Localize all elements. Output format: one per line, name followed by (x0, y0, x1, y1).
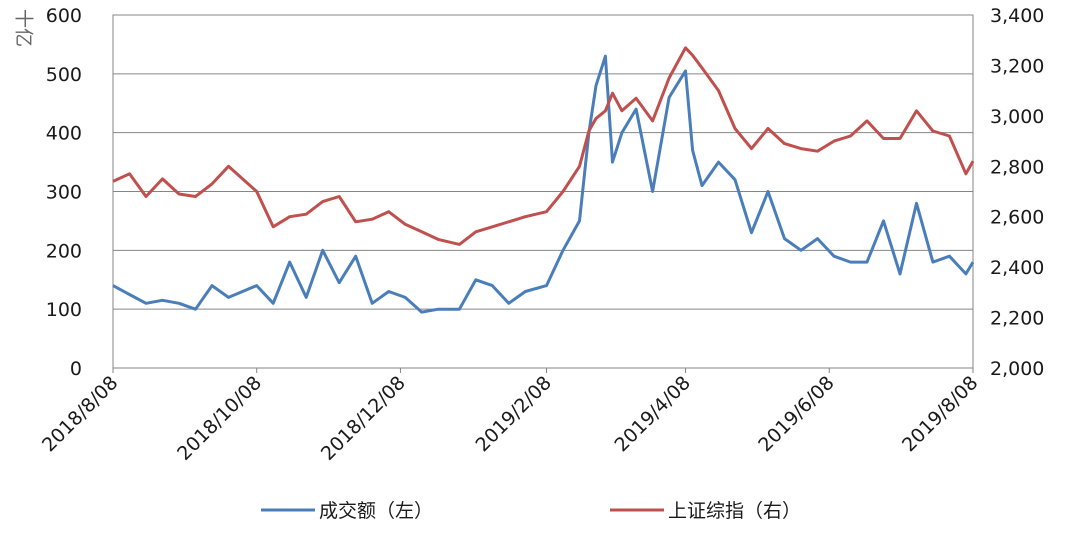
y-right-tick-label: 2,800 (990, 156, 1044, 178)
x-tick-label: 2019/8/08 (898, 372, 982, 456)
series-line-index (112, 46, 975, 246)
series-layer (112, 46, 975, 314)
y-left-tick-label: 100 (46, 299, 82, 321)
legend-item-turnover: 成交额（左） (261, 500, 433, 522)
gridlines (113, 73, 973, 310)
legend-label-index: 上证综指（右） (668, 500, 801, 522)
y-right-tick-label: 3,000 (990, 106, 1044, 128)
legend-label-turnover: 成交额（左） (319, 500, 433, 522)
x-tick-label: 2018/8/08 (38, 372, 122, 456)
plot-area-border (112, 14, 974, 369)
x-axis: 2018/8/08 2018/10/08 2018/12/08 2019/2/08 20… (38, 372, 982, 465)
y-left-tick-label: 200 (46, 240, 82, 262)
y-left-unit-label: 十亿 (13, 9, 35, 47)
y-right-tick-label: 2,600 (990, 207, 1044, 229)
y-axis-left: 0 100 200 300 400 500 600 (46, 5, 82, 380)
legend: 成交额（左） 上证综指（右） (261, 500, 801, 522)
y-left-tick-label: 300 (46, 182, 82, 204)
y-right-tick-label: 2,200 (990, 308, 1044, 330)
series-line-turnover (112, 54, 975, 314)
legend-item-index: 上证综指（右） (610, 500, 801, 522)
y-left-tick-label: 0 (70, 358, 82, 380)
y-right-tick-label: 2,400 (990, 257, 1044, 279)
x-tick-label: 2018/10/08 (173, 372, 266, 465)
y-right-tick-label: 2,000 (990, 358, 1044, 380)
y-right-tick-label: 3,200 (990, 55, 1044, 77)
y-right-tick-label: 3,400 (990, 5, 1044, 27)
x-tick-label: 2018/12/08 (317, 372, 410, 465)
x-tick-label: 2019/4/08 (611, 372, 695, 456)
y-left-tick-label: 500 (46, 64, 82, 86)
x-axis-tick-marks (112, 368, 974, 373)
y-left-tick-label: 600 (46, 5, 82, 27)
x-tick-label: 2019/6/08 (754, 372, 838, 456)
x-tick-label: 2019/2/08 (472, 372, 556, 456)
y-left-tick-label: 400 (46, 123, 82, 145)
y-axis-right: 2,000 2,200 2,400 2,600 2,800 3,000 3,200 3,400 (990, 5, 1044, 380)
